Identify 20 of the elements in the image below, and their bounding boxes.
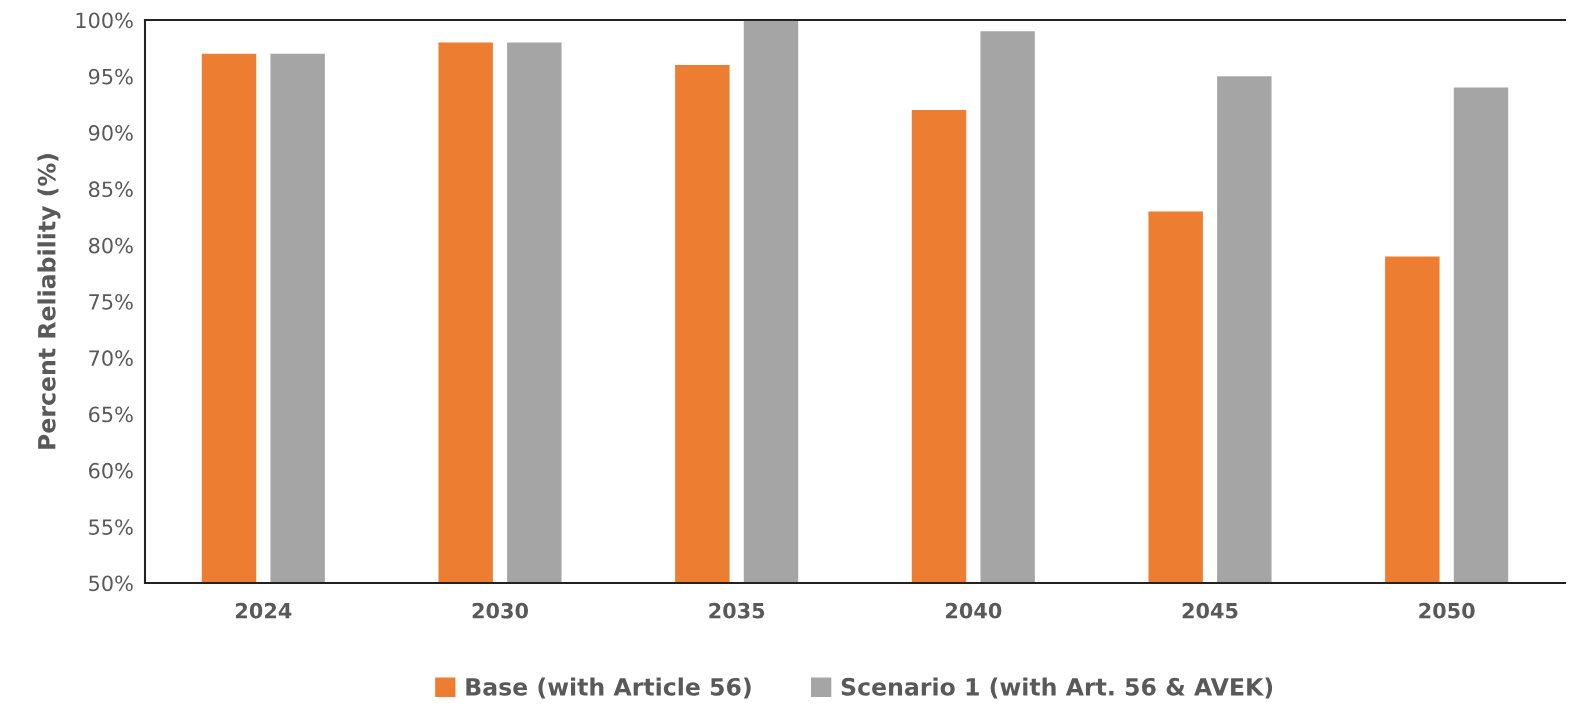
x-tick-label: 2050	[1419, 602, 1475, 619]
y-tick-label: 55%	[89, 519, 133, 535]
y-tick-label: 50%	[89, 575, 133, 592]
x-tick-label: 2045	[1182, 602, 1238, 619]
y-tick-label: 70%	[89, 350, 133, 367]
y-tick-label: 85%	[89, 181, 133, 198]
legend-label: Scenario 1 (with Art. 56 & AVEK)	[841, 677, 1273, 699]
y-tick-label: 60%	[89, 462, 133, 479]
x-tick-label: 2030	[472, 602, 528, 619]
y-tick-label: 65%	[89, 406, 133, 423]
y-tick-label: 95%	[88, 68, 133, 85]
y-axis-title: Percent Reliability (%)	[37, 154, 61, 449]
x-tick-label: 2024	[235, 602, 292, 619]
x-tick-label: 2035	[709, 602, 765, 619]
y-tick-label: 100%	[76, 12, 133, 29]
y-tick-label: 90%	[88, 125, 133, 141]
legend-label: Base (with Article 56)	[466, 677, 751, 699]
y-tick-label: 75%	[89, 293, 133, 310]
x-tick-label: 2040	[945, 602, 1002, 619]
y-tick-label: 80%	[89, 237, 133, 254]
